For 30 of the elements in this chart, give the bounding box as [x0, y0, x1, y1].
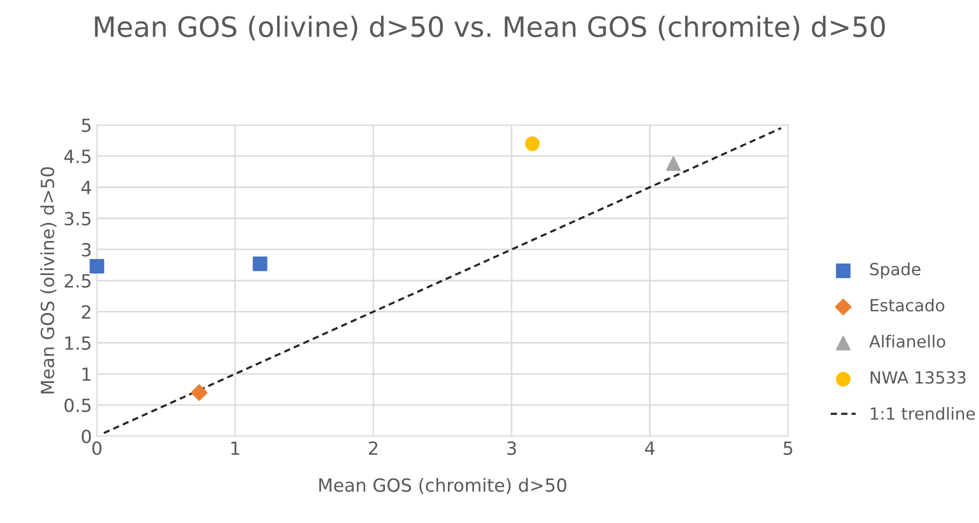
y-tick-label: 4 — [81, 180, 92, 194]
y-tick-label: 1 — [82, 368, 90, 381]
x-tick-label: 3 — [507, 441, 516, 456]
x-tick-label: 2 — [368, 441, 378, 455]
x-tick-label: 0 — [92, 441, 102, 456]
x-tick-label: 5 — [784, 442, 792, 456]
point — [90, 258, 104, 274]
y-tick-label: 1.5 — [65, 336, 90, 350]
chart-title: Mean GOS (olivine) d>50 vs. Mean GOS (chromite) d>50 — [95, 16, 885, 40]
y-axis-title: Mean GOS (olivine) d>50 — [40, 167, 56, 394]
legend-label: 1:1 trendline — [870, 407, 975, 420]
legend-label: Alfianello — [869, 334, 946, 348]
x-tick-label: 1 — [231, 442, 240, 455]
y-tick-label: 4.5 — [64, 150, 90, 164]
y-tick-label: 0 — [82, 430, 91, 444]
legend-label: Estacado — [870, 298, 944, 312]
y-tick-label: 3 — [82, 242, 91, 257]
y-tick-label: 0.5 — [64, 398, 90, 412]
legend-label: Spade — [870, 262, 920, 279]
y-tick-label: 3.5 — [64, 212, 90, 226]
point — [666, 156, 681, 171]
y-tick-label: 2.5 — [64, 274, 90, 288]
legend-label: NWA 13533 — [870, 371, 966, 384]
y-tick-label: 5 — [82, 118, 90, 132]
point — [525, 136, 540, 151]
point — [190, 384, 208, 401]
y-tick-label: 2 — [82, 305, 90, 319]
x-tick-label: 4 — [645, 442, 655, 455]
x-axis-title: Mean GOS (chromite) d>50 — [319, 478, 566, 494]
point — [252, 256, 268, 272]
